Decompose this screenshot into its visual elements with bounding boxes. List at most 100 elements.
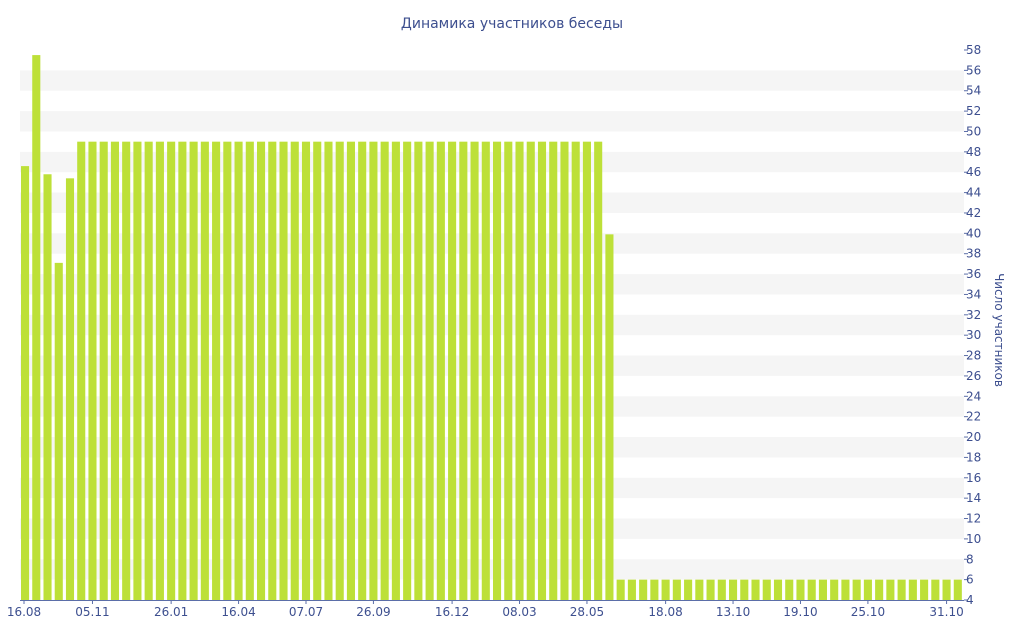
bar[interactable] [706, 579, 715, 600]
bar[interactable] [257, 141, 266, 601]
bar[interactable] [549, 141, 558, 601]
x-tick-label: 16.08 [7, 605, 41, 619]
bar[interactable] [167, 141, 176, 601]
bar[interactable] [807, 579, 816, 600]
bar[interactable] [313, 141, 322, 601]
bar[interactable] [863, 579, 872, 600]
bar[interactable] [21, 166, 30, 601]
bar[interactable] [110, 141, 119, 601]
bar[interactable] [616, 579, 625, 600]
y-tick-label: 32 [966, 308, 981, 322]
bar[interactable] [380, 141, 389, 601]
bar[interactable] [144, 141, 153, 601]
bar[interactable] [403, 141, 412, 601]
bar[interactable] [740, 579, 749, 600]
bar[interactable] [684, 579, 693, 600]
x-tick-label: 25.10 [851, 605, 885, 619]
bar[interactable] [818, 579, 827, 600]
bar[interactable] [212, 141, 221, 601]
bar[interactable] [661, 579, 670, 600]
bar[interactable] [335, 141, 344, 601]
bar[interactable] [504, 141, 513, 601]
bar[interactable] [481, 141, 490, 601]
bar[interactable] [942, 579, 951, 600]
bar[interactable] [77, 141, 86, 601]
bar[interactable] [268, 141, 277, 601]
bar[interactable] [189, 141, 198, 601]
bar[interactable] [346, 141, 355, 601]
bar[interactable] [301, 141, 311, 601]
grid-band [20, 518, 964, 539]
bar[interactable] [920, 579, 929, 600]
bar[interactable] [178, 141, 187, 601]
bar[interactable] [99, 141, 108, 601]
bar[interactable] [54, 262, 63, 600]
bar[interactable] [279, 141, 288, 601]
bar[interactable] [594, 141, 603, 601]
bar[interactable] [245, 141, 254, 601]
bar[interactable] [493, 141, 502, 601]
bar[interactable] [391, 141, 400, 601]
bar[interactable] [133, 141, 142, 601]
bar[interactable] [560, 141, 569, 601]
bar[interactable] [875, 579, 884, 600]
x-tick-label: 13.10 [716, 605, 750, 619]
bar[interactable] [762, 579, 771, 600]
bar[interactable] [729, 579, 738, 600]
y-tick-label: 36 [966, 267, 981, 281]
grid-band [20, 274, 964, 295]
bar[interactable] [908, 579, 917, 600]
bar[interactable] [448, 141, 457, 601]
bar[interactable] [290, 141, 299, 601]
x-tick-label: 26.01 [154, 605, 188, 619]
bar[interactable] [223, 141, 232, 601]
bar[interactable] [639, 579, 648, 600]
bar[interactable] [852, 579, 861, 600]
y-tick-label: 46 [966, 165, 981, 179]
bar[interactable] [695, 579, 704, 600]
bar[interactable] [650, 579, 659, 600]
bar[interactable] [32, 55, 41, 600]
bar[interactable] [571, 141, 580, 601]
bar-series [21, 55, 962, 601]
bar[interactable] [717, 579, 726, 600]
bar[interactable] [200, 141, 209, 601]
bar[interactable] [672, 579, 681, 600]
bar[interactable] [414, 141, 423, 601]
grid-bands [20, 70, 964, 580]
bar[interactable] [796, 579, 805, 600]
bar[interactable] [830, 579, 839, 600]
bar[interactable] [773, 579, 783, 600]
x-axis-ticks: 16.08 05.11 26.01 16.04 07.07 26.09 16.12 08.03… [7, 600, 964, 619]
bar[interactable] [841, 579, 850, 600]
bar[interactable] [65, 178, 75, 600]
bar[interactable] [122, 141, 131, 601]
y-tick-label: 6 [966, 573, 974, 587]
y-tick-label: 20 [966, 430, 981, 444]
bar[interactable] [785, 579, 794, 600]
bar[interactable] [931, 579, 940, 600]
bar[interactable] [582, 141, 591, 601]
bar[interactable] [605, 234, 614, 600]
bar[interactable] [526, 141, 535, 601]
bar[interactable] [88, 141, 97, 601]
bar[interactable] [953, 579, 962, 600]
bar[interactable] [515, 141, 524, 601]
bar[interactable] [358, 141, 367, 601]
grid-band [20, 437, 964, 458]
bar[interactable] [751, 579, 760, 600]
bar[interactable] [436, 141, 445, 601]
y-tick-label: 26 [966, 369, 981, 383]
bar[interactable] [627, 579, 636, 600]
bar[interactable] [537, 141, 547, 601]
bar[interactable] [897, 579, 906, 600]
bar[interactable] [459, 141, 468, 601]
bar[interactable] [234, 141, 243, 601]
bar[interactable] [886, 579, 895, 600]
bar[interactable] [369, 141, 378, 601]
bar[interactable] [425, 141, 434, 601]
bar[interactable] [155, 141, 164, 601]
bar[interactable] [470, 141, 479, 601]
bar[interactable] [43, 174, 52, 600]
bar[interactable] [324, 141, 333, 601]
